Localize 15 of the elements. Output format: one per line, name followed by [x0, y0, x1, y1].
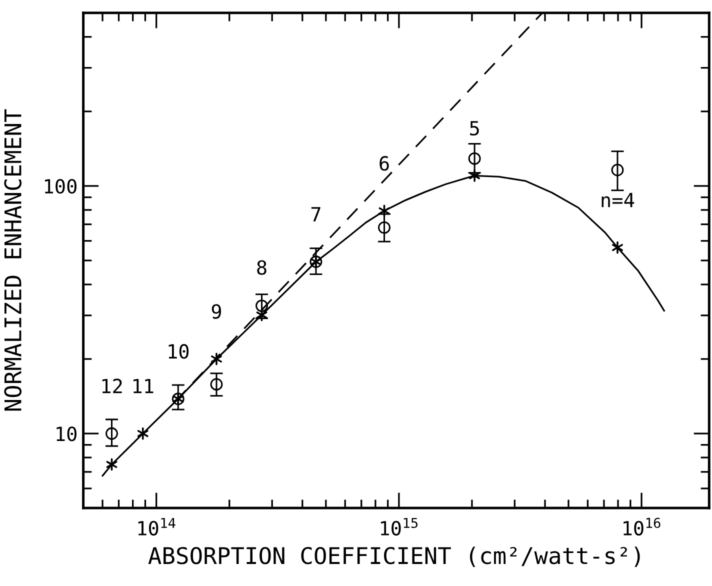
- annotation: 6: [380, 156, 389, 171]
- annotation: 12: [102, 378, 122, 394]
- y-tick-label: 100: [44, 178, 76, 194]
- x-axis-title: ABSORPTION COEFFICIENT (cm²/watt-s²): [148, 546, 640, 567]
- x-tick-label: 10$^{14}$: [138, 518, 176, 536]
- annotation: 10: [168, 344, 189, 359]
- annotation: n=4: [602, 192, 634, 208]
- annotation: 8: [257, 260, 266, 275]
- annotation: 7: [311, 207, 320, 222]
- annotation: 9: [212, 304, 222, 319]
- annotation: 11: [133, 378, 154, 394]
- annotation: 5: [470, 121, 479, 136]
- y-axis-title: NORMALIZED ENHANCEMENT: [4, 109, 22, 411]
- x-tick-label: 10$^{16}$: [624, 518, 660, 536]
- x-tick-label: 10$^{15}$: [380, 518, 418, 536]
